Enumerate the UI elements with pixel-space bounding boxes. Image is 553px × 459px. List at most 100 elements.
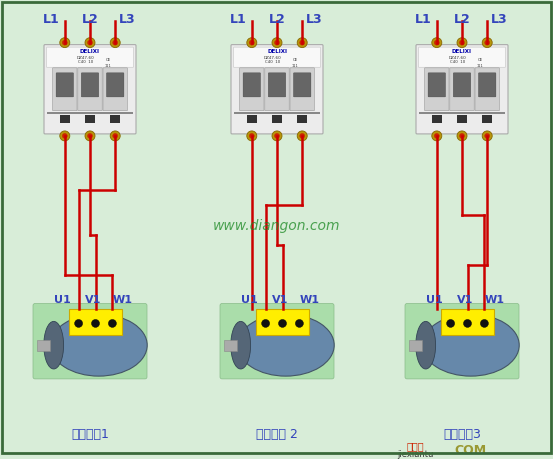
Text: L2: L2 bbox=[453, 13, 471, 26]
Circle shape bbox=[247, 131, 257, 141]
FancyBboxPatch shape bbox=[231, 45, 323, 134]
Circle shape bbox=[272, 131, 282, 141]
Circle shape bbox=[272, 38, 282, 48]
Text: DZ47-60: DZ47-60 bbox=[264, 56, 281, 60]
Circle shape bbox=[481, 319, 488, 327]
Circle shape bbox=[247, 38, 257, 48]
Circle shape bbox=[484, 40, 490, 45]
FancyBboxPatch shape bbox=[265, 68, 289, 111]
FancyBboxPatch shape bbox=[268, 73, 286, 97]
Text: L1: L1 bbox=[229, 13, 246, 26]
FancyBboxPatch shape bbox=[290, 68, 315, 111]
Text: L1: L1 bbox=[43, 13, 59, 26]
FancyBboxPatch shape bbox=[243, 73, 260, 97]
Circle shape bbox=[482, 38, 492, 48]
FancyBboxPatch shape bbox=[450, 68, 474, 111]
Bar bbox=[234, 112, 320, 114]
Text: DELIXI: DELIXI bbox=[80, 49, 100, 54]
Text: DZ47-60: DZ47-60 bbox=[448, 56, 466, 60]
Circle shape bbox=[300, 134, 305, 138]
FancyBboxPatch shape bbox=[453, 73, 471, 97]
Ellipse shape bbox=[44, 321, 64, 369]
Text: jiexiantu: jiexiantu bbox=[397, 450, 433, 459]
Circle shape bbox=[91, 319, 100, 327]
Circle shape bbox=[432, 131, 442, 141]
Bar bbox=[297, 115, 307, 123]
FancyBboxPatch shape bbox=[103, 68, 127, 111]
Circle shape bbox=[87, 40, 92, 45]
FancyBboxPatch shape bbox=[405, 303, 519, 379]
Ellipse shape bbox=[237, 314, 334, 376]
Ellipse shape bbox=[416, 321, 436, 369]
Text: W1: W1 bbox=[299, 296, 320, 306]
FancyBboxPatch shape bbox=[69, 309, 122, 335]
Text: U1: U1 bbox=[54, 296, 71, 306]
Text: COM: COM bbox=[454, 444, 486, 457]
Circle shape bbox=[262, 319, 270, 327]
Text: 接线图: 接线图 bbox=[406, 442, 424, 451]
Bar bbox=[482, 115, 492, 123]
Circle shape bbox=[300, 40, 305, 45]
Circle shape bbox=[434, 40, 439, 45]
Text: CE: CE bbox=[477, 58, 483, 62]
Circle shape bbox=[297, 38, 307, 48]
FancyBboxPatch shape bbox=[416, 45, 508, 134]
Text: U1: U1 bbox=[426, 296, 443, 306]
Text: L3: L3 bbox=[491, 13, 508, 26]
Text: C40  10: C40 10 bbox=[265, 60, 280, 64]
FancyBboxPatch shape bbox=[44, 45, 136, 134]
Circle shape bbox=[460, 40, 465, 45]
FancyBboxPatch shape bbox=[419, 47, 505, 67]
Circle shape bbox=[75, 319, 82, 327]
Text: W1: W1 bbox=[112, 296, 132, 306]
Bar bbox=[60, 115, 70, 123]
FancyBboxPatch shape bbox=[81, 73, 98, 97]
Text: L2: L2 bbox=[82, 13, 98, 26]
Circle shape bbox=[249, 134, 254, 138]
Text: 111: 111 bbox=[477, 64, 483, 67]
FancyBboxPatch shape bbox=[294, 73, 311, 97]
Text: W1: W1 bbox=[484, 296, 504, 306]
FancyBboxPatch shape bbox=[46, 47, 133, 67]
Bar bbox=[272, 115, 282, 123]
Text: C40  10: C40 10 bbox=[78, 60, 93, 64]
Text: DELIXI: DELIXI bbox=[267, 49, 287, 54]
FancyBboxPatch shape bbox=[220, 303, 334, 379]
FancyBboxPatch shape bbox=[478, 73, 496, 97]
Text: L3: L3 bbox=[119, 13, 135, 26]
Circle shape bbox=[482, 131, 492, 141]
Text: V1: V1 bbox=[85, 296, 102, 306]
Circle shape bbox=[279, 319, 286, 327]
Text: DELIXI: DELIXI bbox=[452, 49, 472, 54]
Circle shape bbox=[274, 134, 279, 138]
Bar bbox=[47, 112, 133, 114]
FancyBboxPatch shape bbox=[78, 68, 102, 111]
Bar bbox=[85, 115, 95, 123]
Ellipse shape bbox=[231, 321, 251, 369]
Text: 电路反转 2: 电路反转 2 bbox=[256, 428, 298, 441]
Circle shape bbox=[113, 134, 118, 138]
Text: DZ47-60: DZ47-60 bbox=[77, 56, 95, 60]
Circle shape bbox=[110, 38, 120, 48]
FancyBboxPatch shape bbox=[53, 68, 77, 111]
Text: 111: 111 bbox=[291, 64, 299, 67]
FancyBboxPatch shape bbox=[33, 303, 147, 379]
Circle shape bbox=[463, 319, 472, 327]
Text: 电路反转1: 电路反转1 bbox=[71, 428, 109, 441]
Circle shape bbox=[113, 40, 118, 45]
Text: L3: L3 bbox=[306, 13, 322, 26]
Bar bbox=[432, 115, 442, 123]
Circle shape bbox=[60, 38, 70, 48]
FancyBboxPatch shape bbox=[428, 73, 446, 97]
Text: L2: L2 bbox=[269, 13, 285, 26]
Bar bbox=[110, 115, 120, 123]
Text: 111: 111 bbox=[105, 64, 111, 67]
Circle shape bbox=[484, 134, 490, 138]
Circle shape bbox=[460, 134, 465, 138]
Text: CE: CE bbox=[293, 58, 298, 62]
FancyBboxPatch shape bbox=[107, 73, 124, 97]
Text: www.diangon.com: www.diangon.com bbox=[213, 219, 341, 233]
Circle shape bbox=[62, 134, 67, 138]
FancyBboxPatch shape bbox=[256, 309, 309, 335]
Circle shape bbox=[295, 319, 304, 327]
